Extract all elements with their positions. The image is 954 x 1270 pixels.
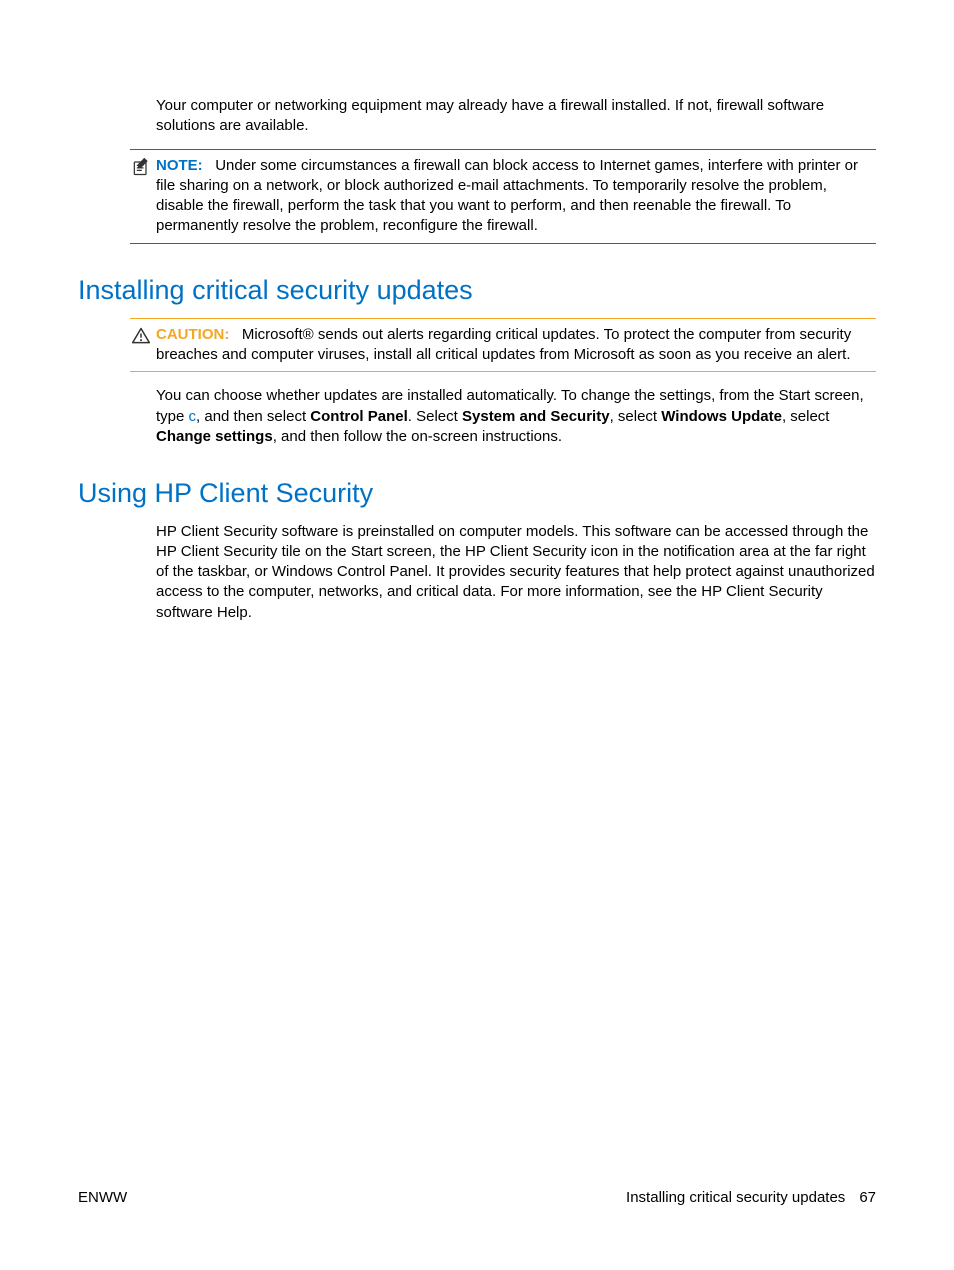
note-body: Under some circumstances a firewall can … <box>156 157 858 235</box>
updates-instructions: You can choose whether updates are insta… <box>156 386 876 447</box>
page-content: Your computer or networking equipment ma… <box>0 0 954 623</box>
footer-section-title: Installing critical security updates <box>626 1188 845 1208</box>
heading-hp-client-security: Using HP Client Security <box>78 475 876 511</box>
caution-body: Microsoft® sends out alerts regarding cr… <box>156 326 851 363</box>
heading-installing-updates: Installing critical security updates <box>78 272 876 308</box>
note-icon <box>130 157 152 177</box>
bold-control-panel: Control Panel <box>310 408 408 425</box>
note-text: NOTE: Under some circumstances a firewal… <box>156 156 876 237</box>
link-c[interactable]: c <box>189 408 197 425</box>
hp-client-security-paragraph: HP Client Security software is preinstal… <box>156 522 876 623</box>
note-label: NOTE: <box>156 157 203 174</box>
footer-right: Installing critical security updates 67 <box>626 1188 876 1208</box>
page-footer: ENWW Installing critical security update… <box>78 1188 876 1208</box>
caution-callout: CAUTION: Microsoft® sends out alerts reg… <box>130 318 876 373</box>
bold-system-security: System and Security <box>462 408 610 425</box>
caution-icon <box>130 326 152 346</box>
caution-label: CAUTION: <box>156 326 229 343</box>
footer-left: ENWW <box>78 1188 127 1208</box>
caution-text: CAUTION: Microsoft® sends out alerts reg… <box>156 325 876 366</box>
footer-page-number: 67 <box>859 1188 876 1208</box>
note-callout: NOTE: Under some circumstances a firewal… <box>130 149 876 244</box>
bold-windows-update: Windows Update <box>661 408 782 425</box>
bold-change-settings: Change settings <box>156 428 273 445</box>
intro-paragraph: Your computer or networking equipment ma… <box>156 96 876 137</box>
